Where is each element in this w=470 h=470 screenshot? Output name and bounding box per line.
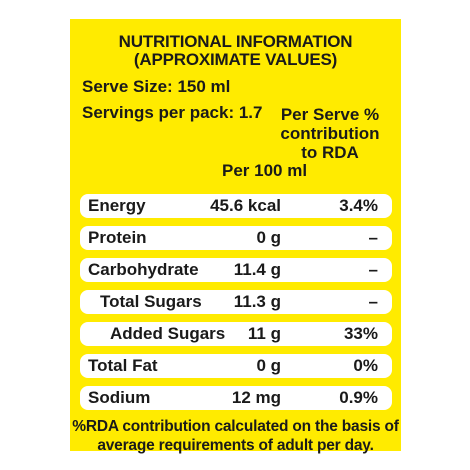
serve-size: Serve Size: 150 ml [82, 77, 231, 96]
nutrient-row-carbohydrate: Carbohydrate 11.4 g – [80, 258, 392, 282]
nutrient-per-100ml: 0 g [256, 228, 281, 247]
nutrient-row-total-sugars: Total Sugars 11.3 g – [80, 290, 392, 314]
nutrient-name: Total Fat [88, 356, 158, 375]
nutrient-rda: – [368, 292, 378, 311]
nutrition-label: NUTRITIONAL INFORMATION (APPROXIMATE VAL… [70, 19, 401, 454]
nutrient-per-100ml: 12 mg [231, 388, 281, 407]
nutrient-name: Sodium [88, 388, 151, 407]
header-line: contribution [280, 124, 380, 143]
nutrient-per-100ml: 11 g [247, 324, 281, 343]
nutrient-row-added-sugars: Added Sugars 11 g 33% [80, 322, 392, 346]
column-header-per-100ml: Per 100 ml [222, 161, 308, 180]
column-header-per-serve-rda: Per Serve % contribution to RDA [275, 105, 385, 162]
nutrient-per-100ml: 11.4 g [233, 260, 281, 279]
nutrient-rda: – [368, 228, 378, 247]
nutrient-name: Carbohydrate [88, 260, 199, 279]
nutrient-name: Protein [88, 228, 147, 247]
nutrient-row-energy: Energy 45.6 kcal 3.4% [80, 194, 392, 218]
nutrient-rda: 33% [343, 324, 378, 343]
nutrient-per-100ml: 45.6 kcal [210, 196, 281, 215]
header-line: Per Serve % [280, 105, 380, 124]
nutrient-row-protein: Protein 0 g – [80, 226, 392, 250]
label-subtitle: (APPROXIMATE VALUES) [133, 50, 338, 69]
nutrient-per-100ml: 11.3 g [233, 292, 281, 311]
rda-footnote: %RDA contribution calculated on the basi… [72, 418, 399, 435]
servings-per-pack: Servings per pack: 1.7 [82, 103, 263, 122]
nutrient-rda: 3.4% [339, 196, 378, 215]
nutrient-rda: 0% [353, 356, 378, 375]
nutrient-per-100ml: 0 g [256, 356, 281, 375]
nutrient-name: Total Sugars [100, 292, 202, 311]
nutrient-row-total-fat: Total Fat 0 g 0% [80, 354, 392, 378]
header-line: to RDA [301, 143, 359, 162]
nutrient-name: Energy [88, 196, 146, 215]
nutrient-rda: – [368, 260, 378, 279]
nutrient-name: Added Sugars [110, 324, 226, 343]
rda-footnote: average requirements of adult per day. [97, 437, 374, 454]
nutrient-rda: 0.9% [339, 388, 378, 407]
nutrient-row-sodium: Sodium 12 mg 0.9% [80, 386, 392, 410]
label-title: NUTRITIONAL INFORMATION [118, 32, 353, 51]
